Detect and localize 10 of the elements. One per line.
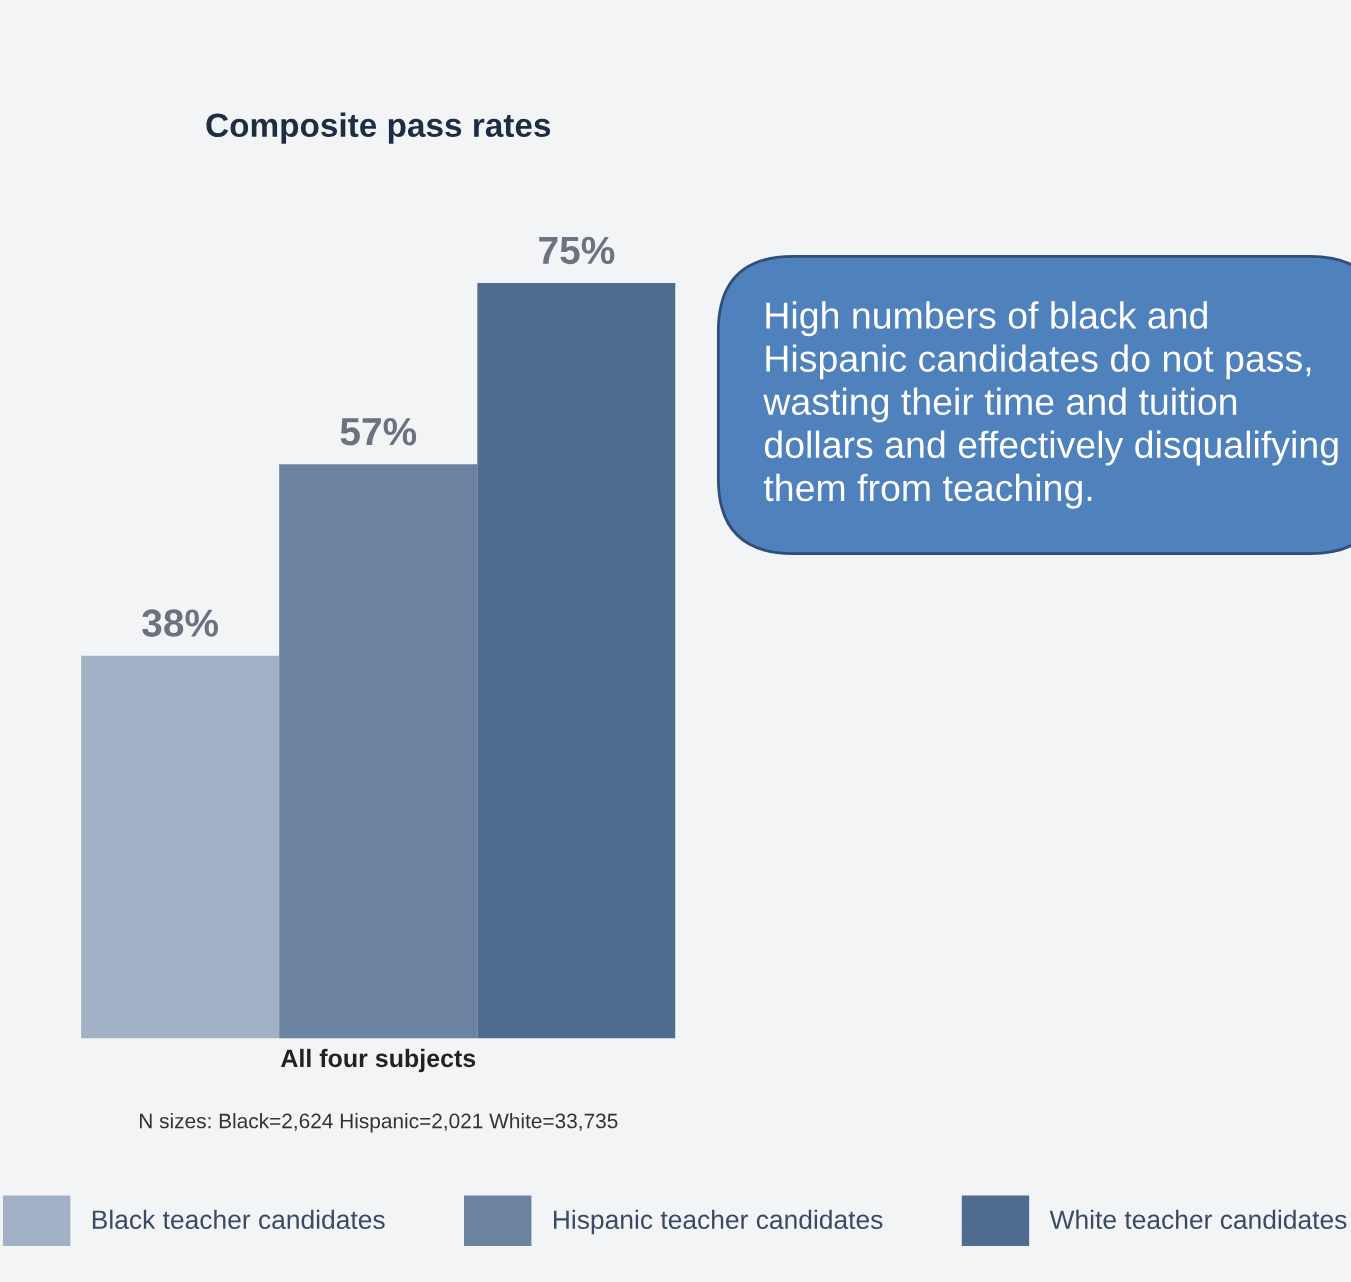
x-axis-title: All four subjects	[280, 1048, 476, 1073]
legend-label: Black teacher candidates	[92, 1209, 385, 1230]
data-label: 57%	[340, 418, 417, 446]
text: High numbers of black and Hispanic candidates do not pass, wasting their time and tuition dollars and effectively disqualifying them from teaching.	[763, 301, 1338, 509]
text: N sizes: Black=2,624 Hispanic=2,021 White=33,735	[139, 1113, 618, 1133]
data-label: 38%	[142, 609, 219, 637]
legend-label: White teacher candidates	[1049, 1209, 1347, 1230]
data-label: 75%	[539, 236, 615, 265]
chart-title: Composite pass rates	[206, 112, 551, 144]
legend-label: Hispanic teacher candidates	[553, 1209, 883, 1235]
